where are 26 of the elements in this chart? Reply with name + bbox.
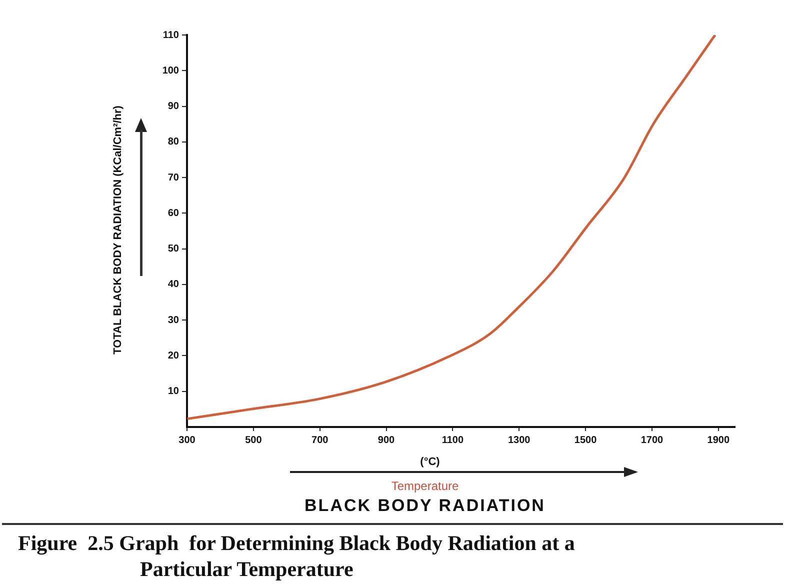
y-tick-label: 100: [162, 65, 180, 76]
text: BLACK BODY RADIATION: [304, 496, 546, 516]
y-tick-label: 30: [168, 314, 180, 326]
y-tick-label: 40: [168, 279, 180, 290]
y-axis-title: TOTAL BLACK BODY RADIATION (KCal/Cm²/hr): [112, 106, 124, 354]
x-axis-title: (°C): [420, 456, 440, 468]
x-tick-label: 900: [378, 434, 396, 446]
y-tick-label: 60: [168, 208, 180, 219]
y-tick-label: 50: [168, 244, 180, 255]
x-tick-label: 500: [245, 434, 262, 446]
y-tick-label: 110: [162, 30, 180, 41]
x-tick-label: 700: [312, 434, 329, 446]
x-tick-label: 1500: [574, 434, 598, 446]
y-tick-label: 80: [168, 136, 180, 148]
y-tick-label: 70: [168, 172, 180, 184]
y-tick-label: 90: [168, 101, 180, 112]
caption: Figure 2.5 Graph for Determining Black Body Radiation at a Particular Temperature: [18, 530, 576, 582]
line-series: [187, 35, 716, 420]
y-tick-label: 10: [168, 386, 180, 398]
text: Temperature: [391, 479, 459, 493]
x-tick-label: 1100: [442, 434, 464, 446]
x-tick-label: 1900: [707, 434, 730, 446]
x-tick-label: 1300: [508, 434, 531, 446]
x-tick-label: 300: [178, 434, 196, 446]
y-tick-label: 20: [168, 350, 180, 362]
x-tick-label: 1700: [640, 434, 664, 446]
